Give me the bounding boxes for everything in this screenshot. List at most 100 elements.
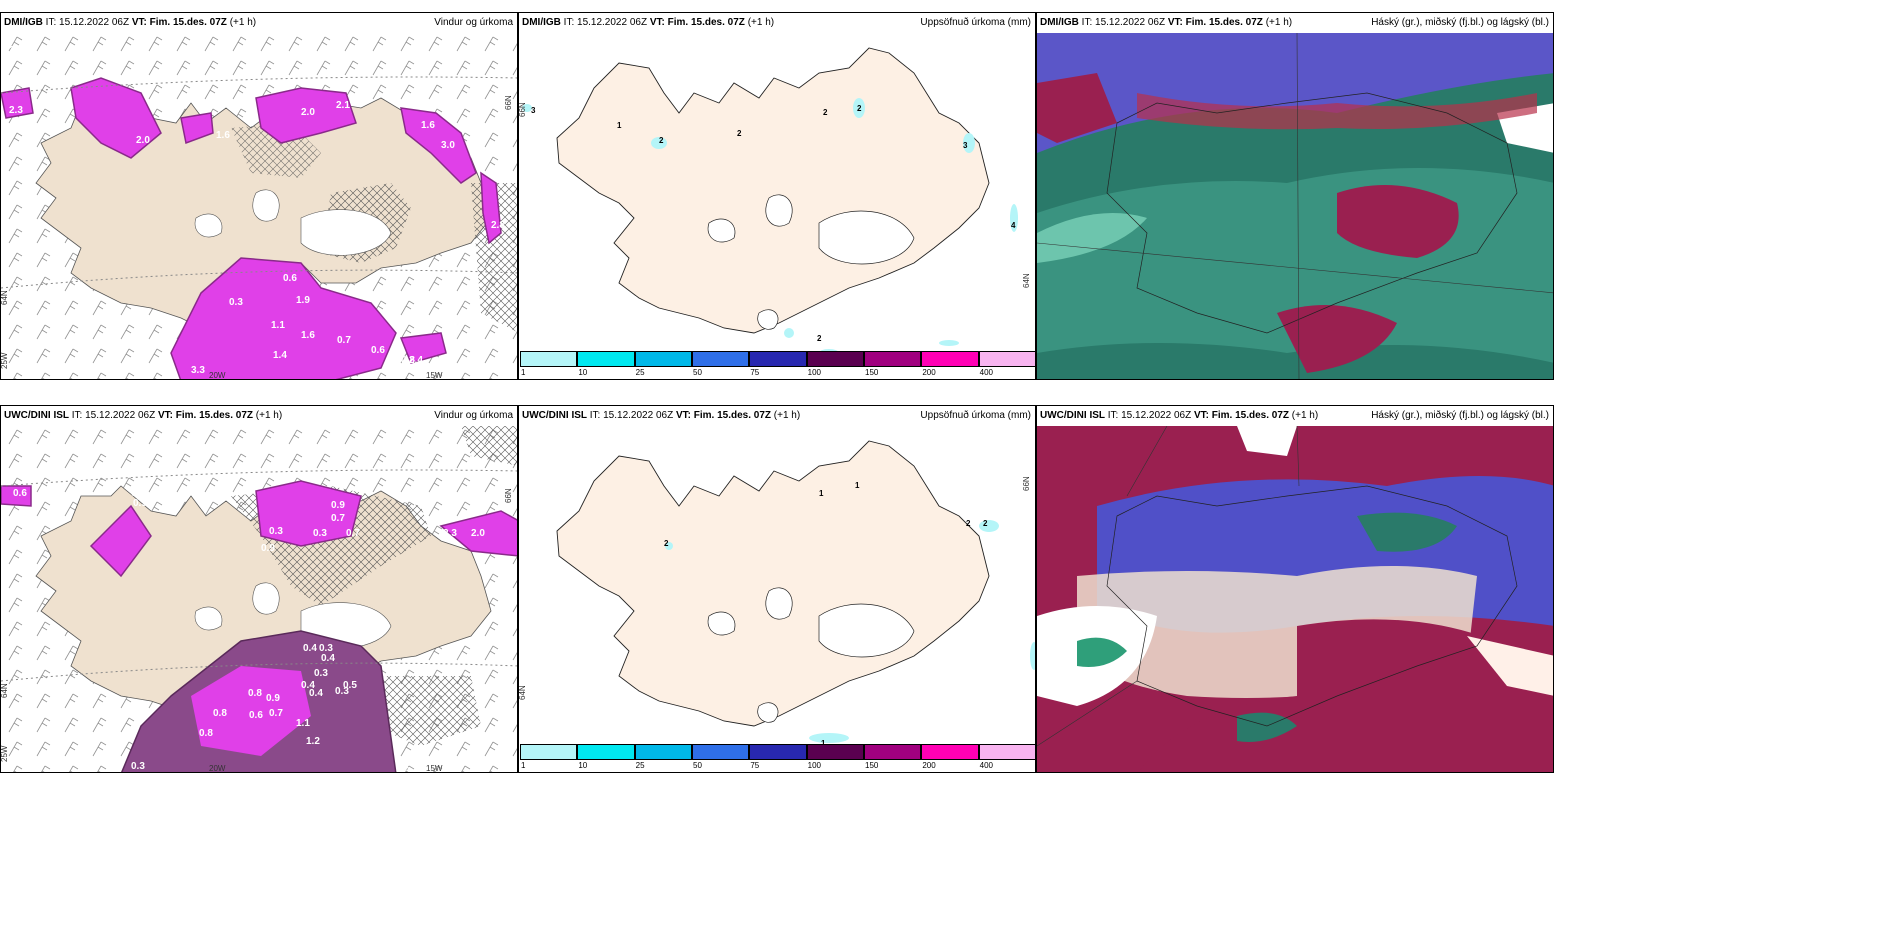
- panel-clouds-dmi: DMI/IGB IT: 15.12.2022 06Z VT: Fim. 15.d…: [1036, 12, 1554, 380]
- panel-header: DMI/IGB IT: 15.12.2022 06Z VT: Fim. 15.d…: [1, 13, 517, 33]
- value-label: 2: [823, 108, 828, 117]
- value-label: 2.3: [9, 105, 23, 116]
- colorbar-tick: 10: [578, 761, 588, 770]
- hatched-area-3: [471, 183, 517, 332]
- value-label: 0.3: [313, 528, 327, 539]
- lon-label: 20W: [209, 764, 226, 773]
- value-label: 1: [821, 739, 826, 744]
- colorbar-tick: 75: [750, 761, 760, 770]
- colorbar-tick: 200: [922, 761, 936, 770]
- value-label: 0.7: [346, 528, 360, 539]
- value-label: 1.6: [301, 330, 315, 341]
- value-label: 0.4: [301, 680, 315, 691]
- value-label: 1.2: [306, 736, 320, 747]
- cloud-low-red: [1337, 185, 1459, 258]
- value-label: 2: [966, 519, 971, 528]
- colorbar-swatch: [749, 351, 807, 367]
- value-label: 0.3: [314, 668, 328, 679]
- precip-area: [400, 107, 477, 184]
- panel-header: DMI/IGB IT: 15.12.2022 06Z VT: Fim. 15.d…: [519, 13, 1035, 33]
- colorbar-tick: 100: [807, 368, 822, 377]
- colorbar-tick: 25: [635, 368, 645, 377]
- panel-clouds-uwc: UWC/DINI ISL IT: 15.12.2022 06Z VT: Fim.…: [1036, 405, 1554, 773]
- panel-wind-precip-uwc: UWC/DINI ISL IT: 15.12.2022 06Z VT: Fim.…: [0, 405, 518, 773]
- grid-line: [1037, 426, 1300, 747]
- colorbar-swatch: [978, 744, 1035, 760]
- value-label: 2.1: [336, 100, 350, 111]
- panel-header: UWC/DINI ISL IT: 15.12.2022 06Z VT: Fim.…: [519, 406, 1035, 426]
- cloud-white: [1237, 426, 1297, 456]
- lat-label: 66N: [504, 95, 513, 110]
- lat-line: [1, 469, 517, 487]
- value-label: 1.6: [421, 120, 435, 131]
- glacier: [252, 582, 280, 615]
- value-label: 0.5: [131, 488, 145, 499]
- wind-precip-map: 2.3 2.0 2.1 2.0 1.6 3.0 1.6 2.3 2.8 0.6 1.9 0.3 1.1 1…: [1, 33, 517, 379]
- model-name: UWC/DINI ISL: [4, 410, 69, 421]
- colorbar-swatch: [921, 744, 979, 760]
- colorbar-swatch: [806, 351, 864, 367]
- accum-precip-map: 3122223421 66N 64N: [519, 33, 1035, 351]
- value-label: 0.7: [337, 335, 351, 346]
- value-label: 0.3: [396, 766, 410, 773]
- lat-line: [1, 76, 517, 94]
- colorbar-swatch: [749, 744, 807, 760]
- colorbar-tick: 50: [693, 761, 702, 770]
- lat-label: 64N: [1, 290, 9, 305]
- valid-time: VT: Fim. 15.des. 07Z: [1193, 410, 1290, 421]
- glacier: [818, 603, 915, 658]
- value-label: 0.6: [283, 273, 297, 284]
- value-label: 0.9: [266, 693, 280, 704]
- value-label: 1.1: [271, 320, 285, 331]
- corner-label: 25W: [1, 352, 9, 369]
- glacier: [765, 587, 793, 620]
- light-precip-patches: [665, 520, 1035, 743]
- value-label: 0.5: [343, 680, 357, 691]
- cloud-green: [1357, 512, 1457, 552]
- lat-label: 66N: [504, 488, 513, 503]
- lat-label: 64N: [1, 683, 9, 698]
- value-label: 1.6: [216, 130, 230, 141]
- colorbar-tick: 100: [807, 761, 822, 770]
- colorbar-swatch: [520, 744, 578, 760]
- value-label: 0.6: [371, 345, 385, 356]
- lat-line: [1, 662, 517, 682]
- init-time: IT: 15.12.2022 06Z: [589, 410, 674, 421]
- glacier: [300, 209, 392, 256]
- grid-line: [1037, 33, 1553, 379]
- value-label: 2.0: [136, 135, 150, 146]
- panel-title: Uppsöfnuð úrkoma (mm): [920, 17, 1031, 28]
- colorbar-swatch: [921, 351, 979, 367]
- glacier: [194, 213, 223, 238]
- value-label: 1: [819, 489, 824, 498]
- cloud-low-red: [1037, 73, 1117, 143]
- lead-time: (+1 h): [229, 17, 257, 28]
- colorbar-tick: 75: [750, 368, 760, 377]
- colorbar-swatch: [692, 351, 750, 367]
- precip-labels: 0.60.40.50.9 0.90.70.3 0.30.90.7 2.3 2.00.4 0…: [13, 468, 485, 773]
- panel-title: Vindur og úrkoma: [434, 17, 513, 28]
- cloud-green-bright: [1037, 213, 1147, 263]
- hatched-area-3: [371, 676, 481, 746]
- glacier: [707, 218, 736, 243]
- panel-title: Háský (gr.), miðský (fj.bl.) og lágský (…: [1371, 17, 1549, 28]
- init-time: IT: 15.12.2022 06Z: [45, 17, 130, 28]
- precip-labels: 2 1 1 2 2 1: [664, 481, 988, 744]
- accum-precip-map: 2 1 1 2 2 1 66N 64N: [519, 426, 1035, 744]
- colorbar-tick: 50: [693, 368, 702, 377]
- value-label: 0.7: [269, 708, 283, 719]
- corner-label: 25W: [1, 745, 9, 762]
- glacier: [252, 189, 280, 222]
- value-label: 0.4: [119, 468, 133, 479]
- model-name: DMI/IGB: [522, 17, 561, 28]
- colorbar-swatch: [634, 351, 692, 367]
- value-label: 0.3: [131, 761, 145, 772]
- precip-area: [89, 504, 152, 578]
- colorbar-tick: 400: [979, 368, 994, 377]
- coastline: [1106, 485, 1518, 727]
- colorbar: 1 10 25 50 75 100 150 200 400: [519, 742, 1035, 772]
- lat-label: 66N: [519, 102, 527, 117]
- value-label: 1: [617, 121, 622, 130]
- panel-accum-precip-dmi: DMI/IGB IT: 15.12.2022 06Z VT: Fim. 15.d…: [518, 12, 1036, 380]
- value-label: 2.4: [409, 355, 423, 366]
